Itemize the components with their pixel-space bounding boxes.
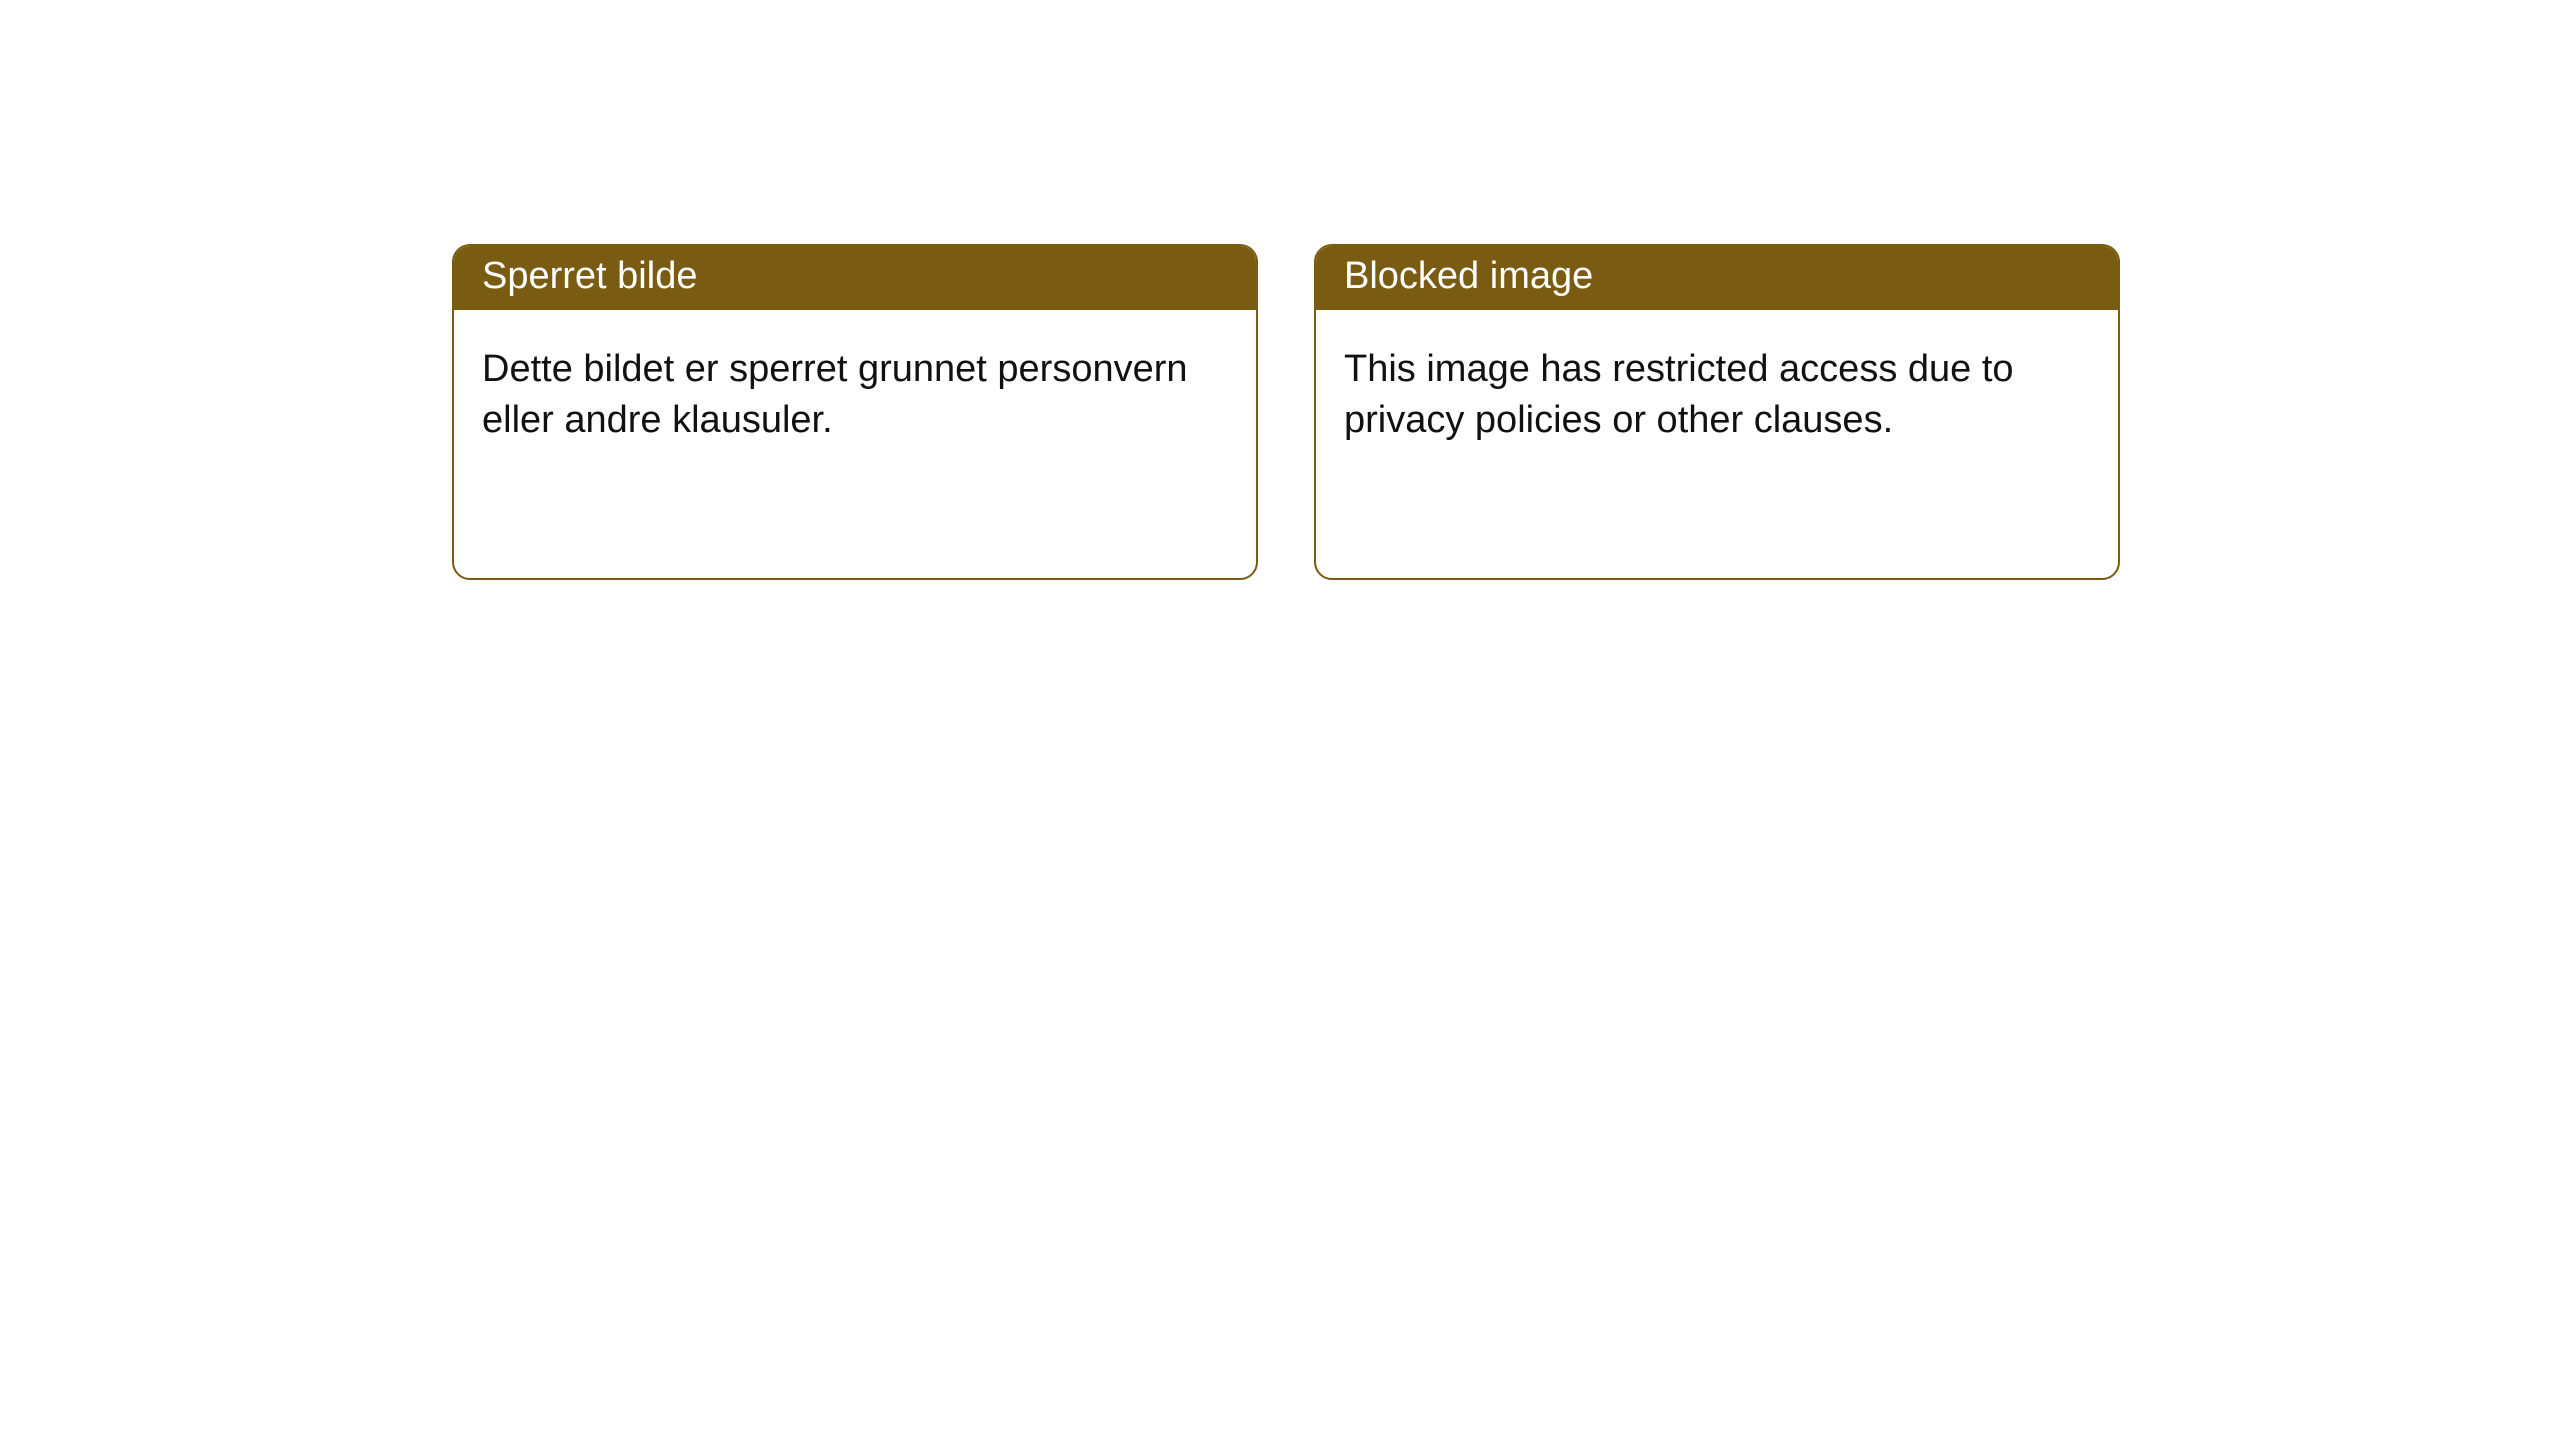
notice-container: Sperret bilde Dette bildet er sperret gr… [0, 0, 2560, 580]
notice-header-en: Blocked image [1316, 246, 2118, 310]
notice-card-english: Blocked image This image has restricted … [1314, 244, 2120, 580]
notice-card-norwegian: Sperret bilde Dette bildet er sperret gr… [452, 244, 1258, 580]
notice-body-no: Dette bildet er sperret grunnet personve… [454, 310, 1256, 481]
notice-header-no: Sperret bilde [454, 246, 1256, 310]
notice-body-en: This image has restricted access due to … [1316, 310, 2118, 481]
